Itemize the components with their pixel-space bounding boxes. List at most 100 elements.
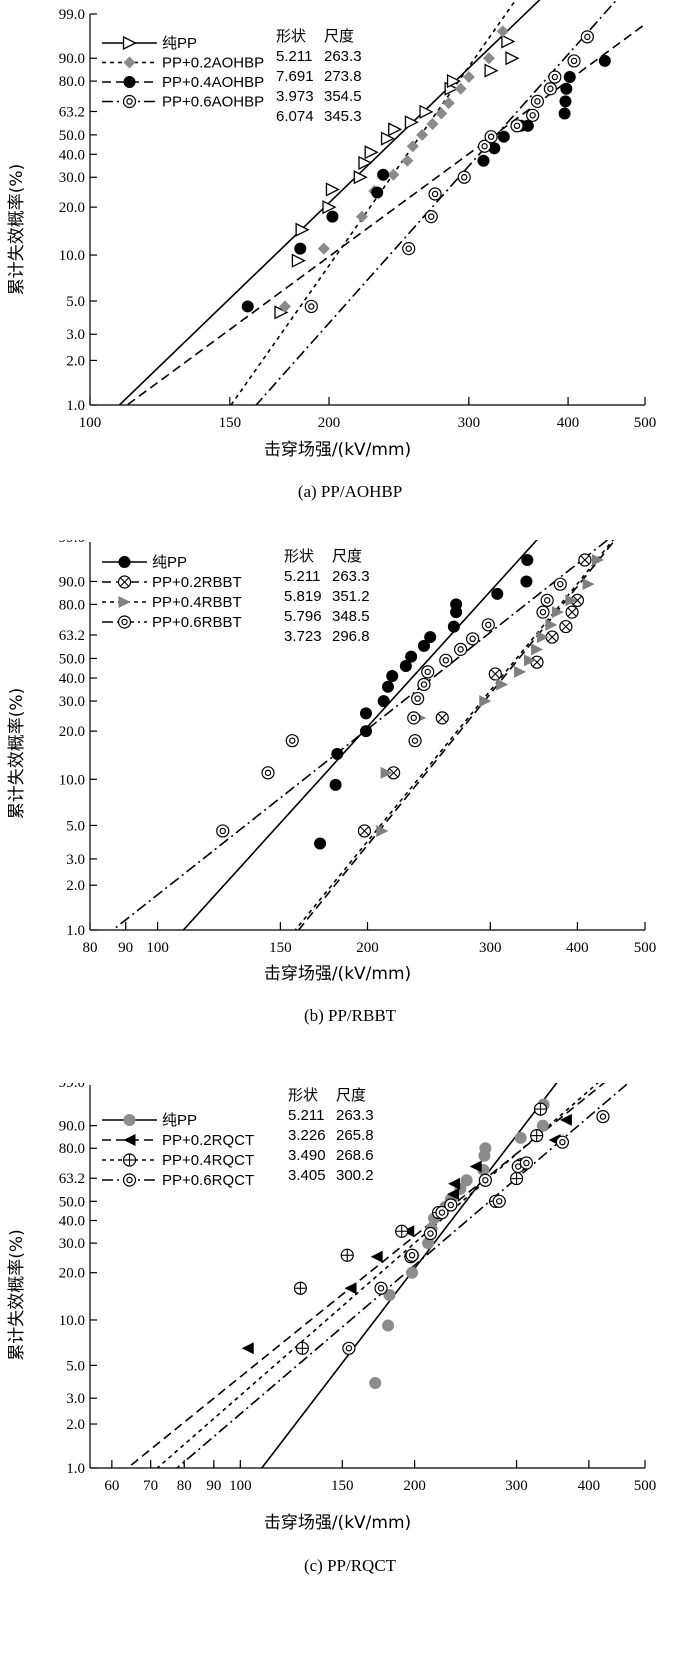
x-tick-label: 150 [269,940,292,956]
series-points [357,553,592,838]
y-axis-title: 累计失效概率(%) [7,1229,27,1360]
y-tick-label: 20.0 [59,200,85,216]
y-tick-label: 3.0 [66,852,85,868]
legend-label: PP+0.2RBBT [152,574,242,591]
data-point [387,168,400,181]
y-tick-label: 50.0 [59,651,85,667]
data-point [426,118,439,131]
param-shape-value: 7.691 [276,68,314,85]
data-point [417,677,431,692]
param-shape-value: 3.973 [276,88,314,105]
figure-caption: (c) PP/RQCT [304,1556,397,1575]
weibull-params: 形状 尺度 5.211 263.3 5.819 351.2 5.796 348.5 3.723 2… [284,548,370,645]
data-point [291,253,306,268]
x-tick-label: 300 [479,940,502,956]
param-scale-value: 345.3 [324,108,362,125]
data-point [481,618,495,632]
data-point [408,734,422,748]
param-header-scale: 尺度 [324,28,354,45]
x-tick-label: 200 [403,1478,426,1494]
data-point [591,553,604,566]
data-point [454,82,467,95]
data-point [422,1237,435,1250]
x-axis-title: 击穿场强/(kV/mm) [264,440,411,460]
data-point [419,104,434,119]
data-point [548,70,562,84]
data-point [342,1341,356,1355]
series-points [314,553,534,850]
param-shape-value: 3.226 [288,1127,326,1144]
legend: 纯PP PP+0.2RQCT PP+0.4RQCT PP+0.6RQCT [102,1112,254,1189]
y-tick-label: 30.0 [59,1236,85,1252]
fit-line [255,0,618,405]
data-point [411,691,425,706]
data-point [304,299,318,314]
data-point [383,1288,396,1301]
y-tick-label: 3.0 [66,327,85,343]
data-point [439,653,453,667]
data-point [450,598,463,611]
data-point [545,618,558,631]
data-point [540,593,554,607]
data-point [526,108,540,122]
param-shape-value: 5.211 [288,1107,324,1124]
series-points [274,34,520,320]
chart-c-svg: 60 70 80 90 100 150 200 300 400 500 1.0 2.0 3.0 5.0 10… [7,1083,656,1575]
data-point [533,1102,548,1116]
data-point [596,1109,610,1124]
data-point [370,1250,383,1263]
y-tick-label: 30.0 [59,694,85,710]
data-point [469,1160,482,1173]
legend-marker [122,35,137,51]
y-tick-label: 50.0 [59,128,85,144]
x-axis-title: 击穿场强/(kV/mm) [264,964,411,984]
data-point [598,54,611,67]
data-point [388,122,403,137]
data-point [382,1319,395,1332]
data-point [501,34,516,49]
data-point [325,182,340,197]
x-tick-label: 200 [356,940,379,956]
data-point [353,170,368,185]
legend-marker [122,94,137,109]
data-point [359,725,372,738]
data-point [395,1224,409,1238]
data-point [416,128,429,141]
legend: 纯PP PP+0.2AOHBP PP+0.4AOHBP PP+0.6AOHBP [102,35,264,111]
data-point [295,222,310,237]
data-point [448,1177,461,1190]
data-point [294,242,307,255]
chart-panel-a: 100 150 200 300 400 500 1.0 2.0 3.0 5.0 10.0 20.0 30… [0,0,700,540]
data-point [567,54,581,68]
y-tick-label: 5.0 [66,818,85,834]
legend-label: PP+0.2AOHBP [162,55,264,72]
data-point [285,734,299,748]
fit-line [260,1083,558,1468]
data-point [462,71,475,84]
data-point [358,155,373,170]
x-tick-label: 100 [146,940,169,956]
series-points [342,1109,610,1355]
legend-label: 纯PP [162,35,197,52]
series-points [369,1098,550,1389]
legend-marker [117,575,132,589]
y-tick-label: 80.0 [59,597,85,613]
data-point [421,665,435,679]
data-point [331,747,344,760]
y-tick-label: 1.0 [66,398,85,414]
data-point [543,82,557,96]
x-tick-label: 300 [458,415,481,431]
data-point [536,1119,549,1132]
legend-label: PP+0.6RQCT [162,1172,254,1189]
legend-label: PP+0.2RQCT [162,1132,254,1149]
y-axis-title: 累计失效概率(%) [7,688,27,819]
legend-marker [123,1114,136,1126]
data-point [530,94,545,108]
data-point [377,168,390,181]
data-point [510,119,524,133]
param-shape-value: 5.211 [276,48,312,65]
y-tick-label: 99.0 [59,540,85,546]
data-point [377,695,390,708]
data-point [563,71,576,84]
data-point [386,669,399,682]
